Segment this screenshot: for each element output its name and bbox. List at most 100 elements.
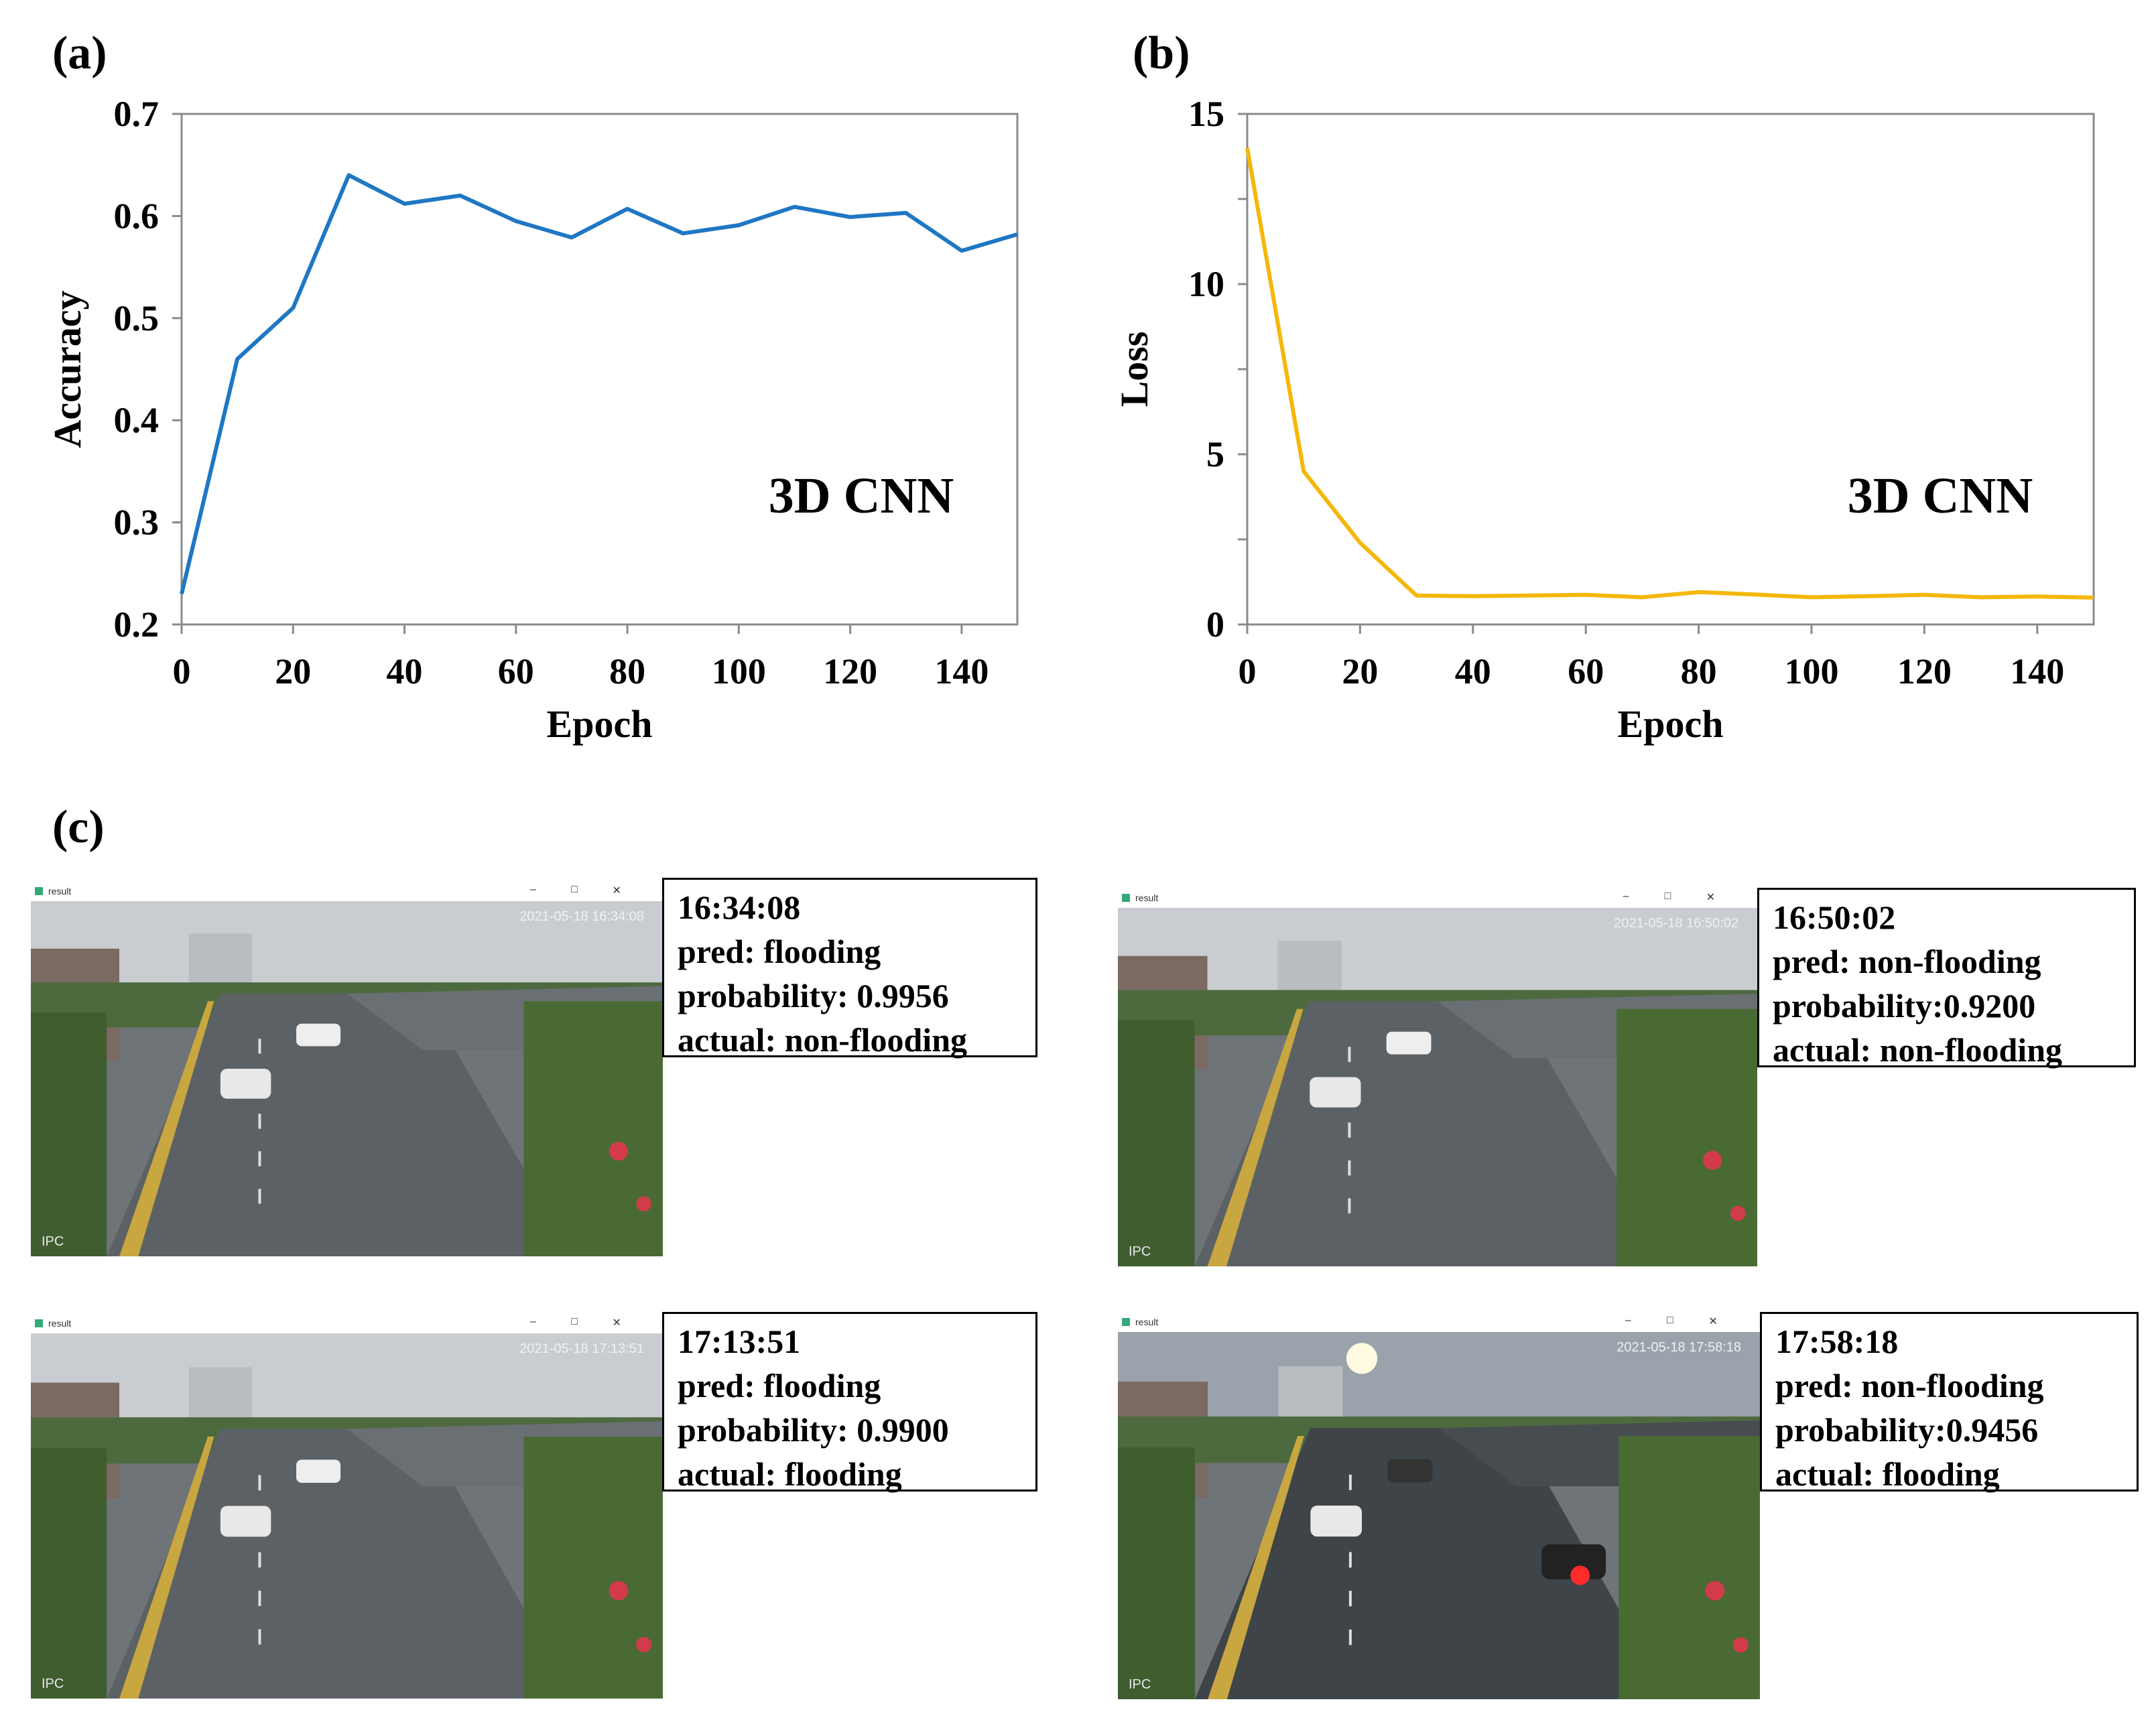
camera-timestamp: 2021-05-18 17:58:18	[1616, 1340, 1741, 1355]
car	[220, 1069, 271, 1099]
x-tick-label: 120	[1897, 651, 1952, 691]
window-title: result	[1135, 1317, 1159, 1327]
camera-frame-1: result – □ ✕ 2021-05-18 16:34:08 IPC	[31, 881, 663, 1256]
lane-mark	[258, 1039, 261, 1054]
result-pred: pred: flooding	[678, 933, 881, 970]
accuracy-chart: 0 20 40 60 80 100 120 140 0.2 0.3 0.4 0.5 0.6 0.7 Epoc…	[46, 94, 1019, 746]
x-tick-label: 60	[1568, 651, 1604, 691]
result-actual: actual: flooding	[678, 1455, 902, 1493]
app-icon	[35, 1319, 43, 1327]
camera-label: IPC	[42, 1234, 64, 1249]
building	[188, 1367, 253, 1421]
result-pred: pred: flooding	[678, 1367, 881, 1404]
loss-chart: 0 20 40 60 80 100 120 140 0 5 10 15 Epoch Loss 3D CNN	[1113, 94, 2095, 746]
y-tick-label: 0	[1206, 604, 1224, 645]
car	[296, 1023, 341, 1047]
left-trees	[1118, 1447, 1195, 1699]
right-trees	[523, 1001, 663, 1256]
result-time: 17:58:18	[1775, 1323, 1899, 1360]
x-tick-label: 120	[823, 651, 877, 691]
lane-mark	[258, 1189, 261, 1204]
close-icon[interactable]: ✕	[612, 1317, 621, 1329]
close-icon[interactable]: ✕	[612, 885, 621, 897]
car	[1387, 1459, 1433, 1483]
left-trees	[1118, 1020, 1195, 1266]
plot-frame	[1246, 113, 2095, 626]
window-title-bar: result – □ ✕	[31, 1313, 663, 1333]
road	[1194, 1001, 1668, 1266]
camera-label: IPC	[1129, 1244, 1151, 1259]
minimize-icon[interactable]: –	[1625, 1315, 1631, 1326]
median-curb	[1207, 1008, 1304, 1266]
lane-mark	[1348, 1474, 1352, 1490]
window-title: result	[1135, 892, 1159, 903]
left-trees	[31, 1012, 107, 1256]
minimize-icon[interactable]: –	[529, 1316, 536, 1327]
window-title-bar: result – □ ✕	[1118, 1312, 1760, 1332]
car	[296, 1459, 341, 1483]
lane-mark	[1348, 1591, 1352, 1607]
result-actual: actual: non-flooding	[678, 1021, 968, 1059]
median-curb	[119, 1001, 214, 1256]
panel-label-b: (b)	[1133, 27, 1190, 79]
maximize-icon[interactable]: □	[1664, 890, 1671, 902]
minimize-icon[interactable]: –	[1623, 890, 1629, 902]
camera-timestamp: 2021-05-18 16:50:02	[1614, 916, 1738, 931]
window-title: result	[48, 886, 72, 897]
x-tick-label: 80	[1681, 651, 1717, 691]
result-time: 16:34:08	[678, 888, 801, 926]
maximize-icon[interactable]: □	[571, 884, 578, 895]
lane-mark	[258, 1151, 261, 1167]
close-icon[interactable]: ✕	[1706, 892, 1716, 903]
car	[1310, 1506, 1362, 1537]
median-curb	[1208, 1435, 1304, 1699]
y-tick-label: 15	[1188, 94, 1224, 134]
y-tick-label: 0.4	[114, 400, 160, 440]
street-light	[1346, 1343, 1378, 1374]
tail-light	[1570, 1565, 1590, 1585]
camera-frame-2: result – □ ✕ 2021-05-18 16:50:02 IPC	[1118, 888, 1757, 1266]
panel-label-c: (c)	[52, 801, 105, 853]
result-pred: pred: non-flooding	[1773, 943, 2041, 980]
flower	[636, 1196, 651, 1211]
maximize-icon[interactable]: □	[1667, 1315, 1673, 1326]
lane-mark	[1348, 1198, 1351, 1213]
plot-frame	[180, 113, 1019, 626]
camera-label: IPC	[42, 1676, 64, 1691]
x-tick-label: 100	[712, 651, 766, 691]
y-tick-label: 0.2	[114, 604, 160, 645]
lane-mark	[1348, 1160, 1351, 1176]
minimize-icon[interactable]: –	[529, 884, 536, 895]
camera-scene	[1118, 1312, 1760, 1699]
close-icon[interactable]: ✕	[1708, 1316, 1718, 1327]
right-trees	[523, 1437, 663, 1699]
car	[1541, 1544, 1606, 1579]
x-tick-label: 0	[1239, 651, 1257, 691]
chart-annotation: 3D CNN	[1848, 468, 2033, 524]
right-trees	[1619, 1435, 1760, 1699]
result-probability: probability: 0.9956	[678, 977, 949, 1014]
result-actual: actual: flooding	[1775, 1455, 2000, 1493]
result-time: 17:13:51	[678, 1323, 801, 1360]
flower	[609, 1142, 628, 1161]
x-tick-label: 0	[173, 651, 191, 691]
y-axis-label: Loss	[1113, 332, 1156, 407]
window-title: result	[48, 1318, 72, 1329]
result-box-3: 17:13:51 pred: flooding probability: 0.9…	[662, 1312, 1037, 1493]
car	[1310, 1077, 1361, 1108]
car	[220, 1506, 271, 1537]
result-box-1: 16:34:08 pred: flooding probability: 0.9…	[662, 878, 1037, 1059]
lane-mark	[1348, 1122, 1351, 1138]
camera-timestamp: 2021-05-18 17:13:51	[519, 1341, 644, 1356]
lane-mark	[1348, 1047, 1351, 1062]
lane-mark	[258, 1114, 261, 1129]
panel-label-a: (a)	[52, 27, 107, 79]
x-tick-label: 100	[1785, 651, 1839, 691]
flower	[1705, 1581, 1725, 1601]
building	[1277, 941, 1342, 994]
x-tick-label: 20	[275, 651, 311, 691]
road	[107, 1429, 574, 1699]
result-box-4: 17:58:18 pred: non-flooding probability:…	[1760, 1312, 2139, 1493]
maximize-icon[interactable]: □	[571, 1316, 578, 1327]
camera-scene	[1118, 888, 1757, 1266]
